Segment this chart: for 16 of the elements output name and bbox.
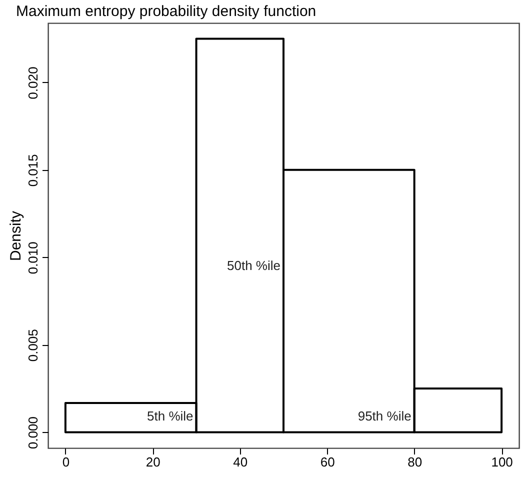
chart-title: Maximum entropy probability density function [16, 3, 316, 20]
x-tick-label: 80 [408, 454, 422, 470]
y-tick-label: 0.005 [26, 329, 40, 362]
x-tick-label: 20 [146, 454, 160, 470]
x-tick-label: 100 [491, 454, 513, 470]
annotation: 50th %ile [227, 258, 280, 274]
y-tick-label: 0.015 [26, 154, 40, 187]
x-tick-label: 0 [62, 454, 70, 470]
y-tick-label: 0.020 [26, 66, 40, 100]
x-tick-label: 60 [320, 454, 335, 470]
y-tick-label: 0.010 [26, 242, 40, 274]
annotation: 5th %ile [147, 408, 194, 424]
annotation: 95th %ile [358, 408, 412, 424]
x-tick-label: 40 [233, 454, 248, 470]
y-axis-title: Density [8, 210, 24, 262]
y-tick-label: 0.000 [26, 416, 40, 450]
